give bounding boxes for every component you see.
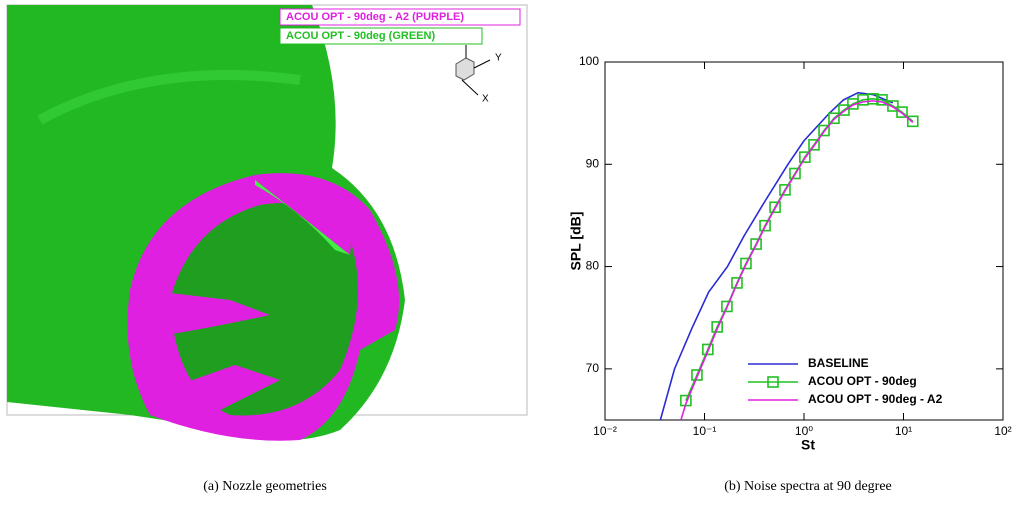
x-tick-label: 10⁻¹ bbox=[693, 424, 717, 438]
plot-frame bbox=[605, 62, 1003, 420]
series-line bbox=[686, 99, 913, 401]
x-tick-label: 10¹ bbox=[895, 424, 912, 438]
series-line bbox=[681, 101, 913, 420]
y-tick-label: 90 bbox=[586, 156, 600, 170]
caption: (a) Nozzle geometries bbox=[203, 479, 327, 494]
render-legend: ACOU OPT - 90deg (GREEN) bbox=[286, 30, 435, 42]
legend-label: BASELINE bbox=[808, 356, 869, 370]
legend-label: ACOU OPT - 90deg bbox=[808, 374, 917, 388]
axis-triad-label: Y bbox=[495, 53, 502, 64]
caption: (b) Noise spectra at 90 degree bbox=[724, 479, 892, 494]
x-tick-label: 10⁰ bbox=[795, 424, 813, 438]
x-tick-label: 10² bbox=[994, 424, 1011, 438]
x-axis-label: St bbox=[801, 437, 815, 453]
y-axis-label: SPL [dB] bbox=[568, 212, 584, 271]
y-tick-label: 80 bbox=[586, 259, 600, 273]
axis-triad-label: X bbox=[482, 94, 489, 105]
render-legend: ACOU OPT - 90deg - A2 (PURPLE) bbox=[286, 11, 464, 23]
x-tick-label: 10⁻² bbox=[593, 424, 617, 438]
legend-label: ACOU OPT - 90deg - A2 bbox=[808, 392, 943, 406]
y-tick-label: 100 bbox=[579, 54, 599, 68]
y-tick-label: 70 bbox=[586, 361, 600, 375]
series-line bbox=[660, 93, 892, 420]
nozzle-render: ACOU OPT - 90deg - A2 (PURPLE) ACOU OPT … bbox=[7, 5, 527, 441]
figure: ACOU OPT - 90deg - A2 (PURPLE) ACOU OPT … bbox=[0, 0, 1018, 510]
